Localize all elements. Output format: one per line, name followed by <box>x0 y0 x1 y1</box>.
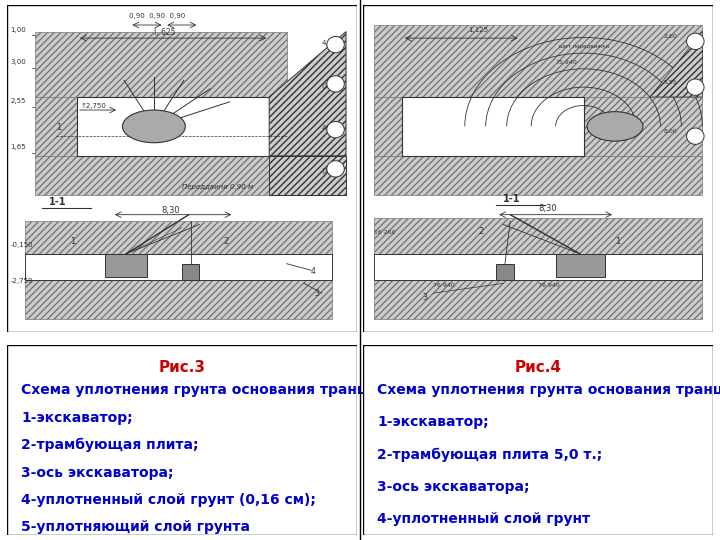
Bar <box>77 97 287 156</box>
Text: -0,150: -0,150 <box>11 242 33 248</box>
Circle shape <box>687 128 704 144</box>
Text: 1,00: 1,00 <box>11 26 27 32</box>
Bar <box>374 156 702 195</box>
Circle shape <box>687 33 704 50</box>
FancyBboxPatch shape <box>7 345 356 535</box>
Text: Рис.4: Рис.4 <box>515 360 562 375</box>
Bar <box>24 280 332 319</box>
FancyBboxPatch shape <box>364 345 713 535</box>
Circle shape <box>687 79 704 96</box>
Text: шит передвижки: шит передвижки <box>559 44 609 49</box>
Text: 1,125: 1,125 <box>468 26 488 32</box>
Bar <box>374 218 702 254</box>
Text: 16 260: 16 260 <box>374 230 395 235</box>
Bar <box>556 254 605 277</box>
Bar <box>24 221 332 254</box>
FancyBboxPatch shape <box>7 5 356 333</box>
Bar <box>583 97 702 156</box>
Text: (1/5): (1/5) <box>322 82 338 89</box>
Text: 76 940: 76 940 <box>538 282 560 288</box>
Text: 8,30: 8,30 <box>538 205 557 213</box>
Bar <box>245 97 287 156</box>
Text: 1: 1 <box>70 237 76 246</box>
Text: 1: 1 <box>56 123 61 132</box>
Bar <box>374 97 402 156</box>
Text: 1-1: 1-1 <box>503 194 521 204</box>
Text: 4-уплотненный слой грунт (0,16 см);: 4-уплотненный слой грунт (0,16 см); <box>21 493 316 507</box>
Text: Рис.3: Рис.3 <box>158 360 205 375</box>
Ellipse shape <box>587 112 643 141</box>
Text: 4-уплотненный слой грунт: 4-уплотненный слой грунт <box>377 512 590 526</box>
Text: Переддвини 0,90 м: Переддвини 0,90 м <box>182 184 253 190</box>
Circle shape <box>327 161 344 177</box>
Text: 3: 3 <box>315 289 320 299</box>
Text: Схема уплотнения грунта основания траншеи:: Схема уплотнения грунта основания транше… <box>21 383 397 397</box>
Text: 2,60: 2,60 <box>664 34 678 39</box>
Ellipse shape <box>122 110 185 143</box>
Text: 3: 3 <box>423 293 428 302</box>
FancyBboxPatch shape <box>364 5 713 333</box>
Circle shape <box>327 76 344 92</box>
Bar <box>245 97 287 130</box>
Text: (1/2): (1/2) <box>322 167 338 174</box>
Bar <box>24 254 332 280</box>
Text: 2,55: 2,55 <box>11 98 26 105</box>
Bar <box>182 264 199 280</box>
Text: 4,00: 4,00 <box>322 39 337 46</box>
Text: 8,30: 8,30 <box>161 206 179 215</box>
Text: l, 625: l, 625 <box>154 28 176 37</box>
Text: 1-экскаватор;: 1-экскаватор; <box>377 415 489 429</box>
Bar <box>35 31 287 97</box>
Text: 3-ось экскаватора;: 3-ось экскаватора; <box>21 465 174 480</box>
Text: 4,50: 4,50 <box>322 125 337 131</box>
Text: 5,55: 5,55 <box>664 80 678 85</box>
Text: 1-1: 1-1 <box>49 197 67 207</box>
Text: 1-экскаватор;: 1-экскаватор; <box>21 410 132 424</box>
Text: 1,65: 1,65 <box>11 144 27 150</box>
Bar <box>496 264 513 280</box>
Text: 2: 2 <box>224 237 229 246</box>
Text: 3,00: 3,00 <box>11 59 27 65</box>
Text: 2-трамбующая плита 5,0 т.;: 2-трамбующая плита 5,0 т.; <box>377 448 603 462</box>
Text: 8,00: 8,00 <box>664 129 678 134</box>
Text: 76 940: 76 940 <box>433 282 455 288</box>
Text: 2-трамбующая плита;: 2-трамбующая плита; <box>21 438 199 453</box>
Text: 0,90  0,90  0,90: 0,90 0,90 0,90 <box>130 14 186 19</box>
Circle shape <box>327 37 344 53</box>
Text: 1: 1 <box>615 237 620 246</box>
Text: 5-уплотняющий слой грунта: 5-уплотняющий слой грунта <box>21 521 250 535</box>
Polygon shape <box>269 156 346 195</box>
Text: ↑2,750: ↑2,750 <box>81 103 107 110</box>
Bar <box>402 97 583 156</box>
Bar <box>35 156 287 195</box>
Circle shape <box>327 122 344 138</box>
Text: 4: 4 <box>311 267 316 275</box>
Bar <box>374 254 702 280</box>
Text: Схема уплотнения грунта основания траншеи:: Схема уплотнения грунта основания транше… <box>377 383 720 397</box>
Bar <box>374 280 702 319</box>
Bar <box>374 25 702 97</box>
Bar <box>35 97 77 156</box>
Text: 3-ось экскаватора;: 3-ось экскаватора; <box>377 480 530 494</box>
Text: -2,750: -2,750 <box>11 278 33 285</box>
Polygon shape <box>269 31 346 156</box>
Bar <box>105 254 147 277</box>
Polygon shape <box>650 31 702 97</box>
Text: 2: 2 <box>479 227 484 237</box>
Text: 75,940: 75,940 <box>556 60 577 65</box>
